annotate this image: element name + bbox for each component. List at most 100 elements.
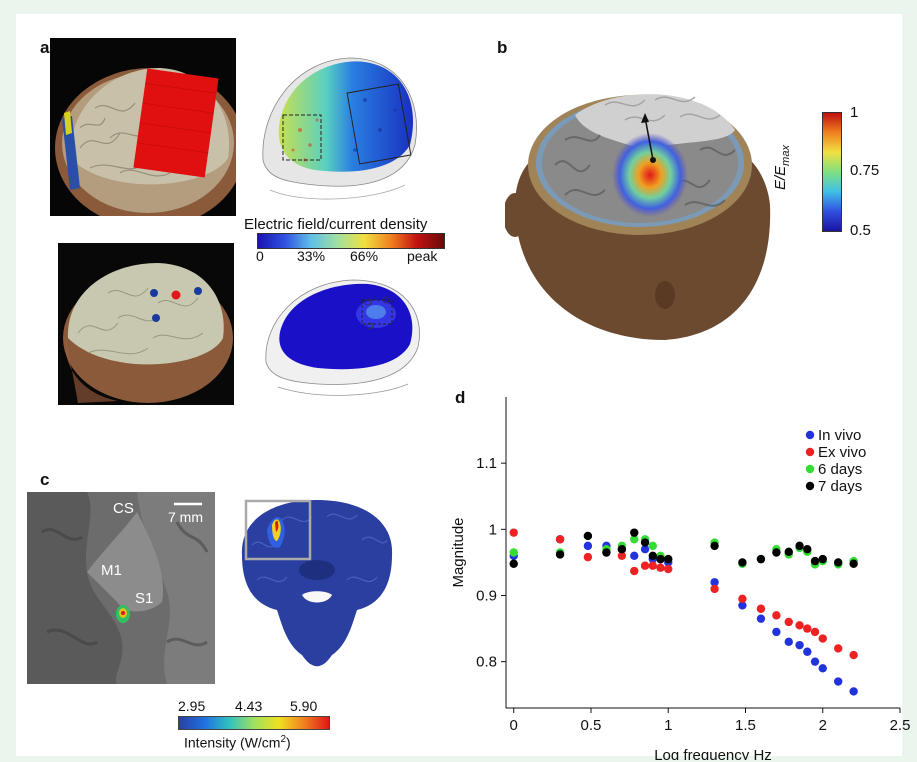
panel-label-d: d: [455, 388, 466, 407]
intensity-tick-high: 5.90: [290, 698, 318, 714]
data-point-7-days: [849, 559, 858, 568]
panel-label-b: b: [497, 38, 508, 57]
ratio-tick-1: 1: [850, 104, 859, 121]
intensity-title-sup: 2: [280, 734, 287, 745]
y-tick-label: 0.8: [476, 654, 497, 671]
data-point-ex-vivo: [583, 552, 593, 562]
intensity-colorbar: [178, 716, 330, 730]
ratio-colorbar-label: E/Emax: [772, 145, 792, 190]
data-point-in-vivo: [756, 614, 766, 623]
data-point-7-days: [617, 544, 627, 554]
magnitude-scatter-chart: 0 0.5 1 1.5 2 2.5 0.8 0.9 1 1.1 Log frequency Hz Ma…: [450, 397, 910, 760]
y-tick-label: 1: [489, 521, 497, 538]
data-point-7-days: [509, 559, 518, 568]
legend-marker: [805, 430, 815, 440]
data-point-7-days: [630, 528, 639, 537]
data-point-in-vivo: [630, 551, 639, 561]
x-tick-label: 1: [664, 717, 672, 734]
brain-field-map-bottom: [258, 272, 428, 402]
data-point-ex-vivo: [617, 551, 627, 561]
intensity-title-main: Intensity (W/cm: [184, 734, 281, 751]
head-model-electrode-image: [50, 38, 236, 216]
data-point-ex-vivo: [803, 624, 812, 633]
legend-label: 7 days: [818, 478, 862, 495]
data-point-in-vivo: [784, 637, 793, 647]
data-point-6-days: [509, 548, 518, 557]
x-tick-label: 2: [819, 717, 827, 734]
data-point-ex-vivo: [555, 535, 565, 544]
data-point-ex-vivo: [640, 561, 650, 570]
ratio-label-sub: max: [780, 145, 792, 166]
data-point-7-days: [664, 554, 673, 564]
ratio-tick-05: 0.5: [850, 222, 871, 239]
ratio-label-main: E/E: [772, 165, 789, 190]
data-point-ex-vivo: [630, 566, 639, 576]
data-point-7-days: [784, 547, 793, 557]
data-point-in-vivo: [818, 664, 827, 673]
data-point-in-vivo: [803, 647, 812, 656]
s1-label: S1: [135, 590, 154, 607]
cortex-surface-image: CS 7 mm M1 S1: [27, 492, 215, 684]
coronal-slice-image: [232, 495, 402, 685]
data-point-ex-vivo: [656, 563, 665, 572]
data-point-7-days: [772, 548, 781, 557]
m1-label: M1: [101, 562, 122, 579]
field-ratio-colorbar: [822, 112, 842, 232]
data-point-in-vivo: [795, 640, 804, 650]
data-point-7-days: [818, 554, 827, 564]
ef-tick-peak: peak: [407, 248, 438, 264]
legend-label: 6 days: [818, 461, 862, 478]
data-point-ex-vivo: [849, 650, 858, 660]
data-point-ex-vivo: [710, 584, 719, 594]
data-point-in-vivo: [833, 677, 843, 686]
x-tick-label: 0.5: [581, 717, 602, 734]
data-point-in-vivo: [810, 657, 820, 666]
ef-tick-33: 33%: [297, 248, 326, 264]
x-tick-label: 2.5: [890, 717, 910, 734]
y-axis-title: Magnitude: [450, 517, 467, 587]
cs-label: CS: [113, 500, 134, 517]
data-point-7-days: [833, 558, 843, 567]
data-point-in-vivo: [849, 687, 858, 696]
intensity-tick-low: 2.95: [178, 698, 206, 714]
data-point-7-days: [583, 531, 593, 541]
data-point-ex-vivo: [810, 627, 820, 637]
data-point-ex-vivo: [648, 561, 657, 570]
data-point-7-days: [640, 538, 650, 547]
intensity-tick-mid: 4.43: [235, 698, 263, 714]
data-point-ex-vivo: [756, 604, 766, 613]
intensity-colorbar-title: Intensity (W/cm2): [184, 734, 291, 751]
data-point-6-days: [630, 535, 639, 544]
legend-label: Ex vivo: [818, 444, 866, 461]
data-point-6-days: [648, 541, 657, 551]
intensity-title-end: ): [286, 734, 291, 751]
data-point-in-vivo: [583, 541, 593, 551]
data-point-ex-vivo: [833, 644, 843, 653]
data-point-ex-vivo: [818, 634, 827, 643]
data-point-in-vivo: [710, 578, 719, 587]
electric-field-colorbar: [257, 233, 445, 249]
panel-label-a: a: [40, 38, 50, 57]
data-point-7-days: [756, 554, 766, 564]
scale-bar-label: 7 mm: [168, 509, 203, 525]
data-point-ex-vivo: [738, 594, 747, 604]
data-point-7-days: [602, 548, 611, 557]
ef-tick-0: 0: [256, 248, 264, 264]
brain-field-map-top: [255, 50, 425, 220]
data-point-ex-vivo: [664, 564, 673, 574]
data-point-7-days: [738, 558, 747, 567]
head-model-point-electrodes-image: [58, 243, 234, 405]
panel-label-c: c: [40, 470, 50, 489]
data-point-ex-vivo: [772, 611, 781, 620]
y-tick-label: 1.1: [476, 455, 497, 472]
data-point-7-days: [810, 556, 820, 566]
legend-label: In vivo: [818, 427, 861, 444]
data-point-ex-vivo: [509, 528, 518, 537]
data-point-ex-vivo: [784, 617, 793, 627]
data-point-7-days: [803, 544, 812, 554]
data-point-7-days: [555, 550, 565, 559]
data-point-in-vivo: [772, 627, 781, 637]
data-point-in-vivo: [738, 601, 747, 610]
y-tick-label: 0.9: [476, 588, 497, 605]
ratio-tick-075: 0.75: [850, 162, 880, 179]
